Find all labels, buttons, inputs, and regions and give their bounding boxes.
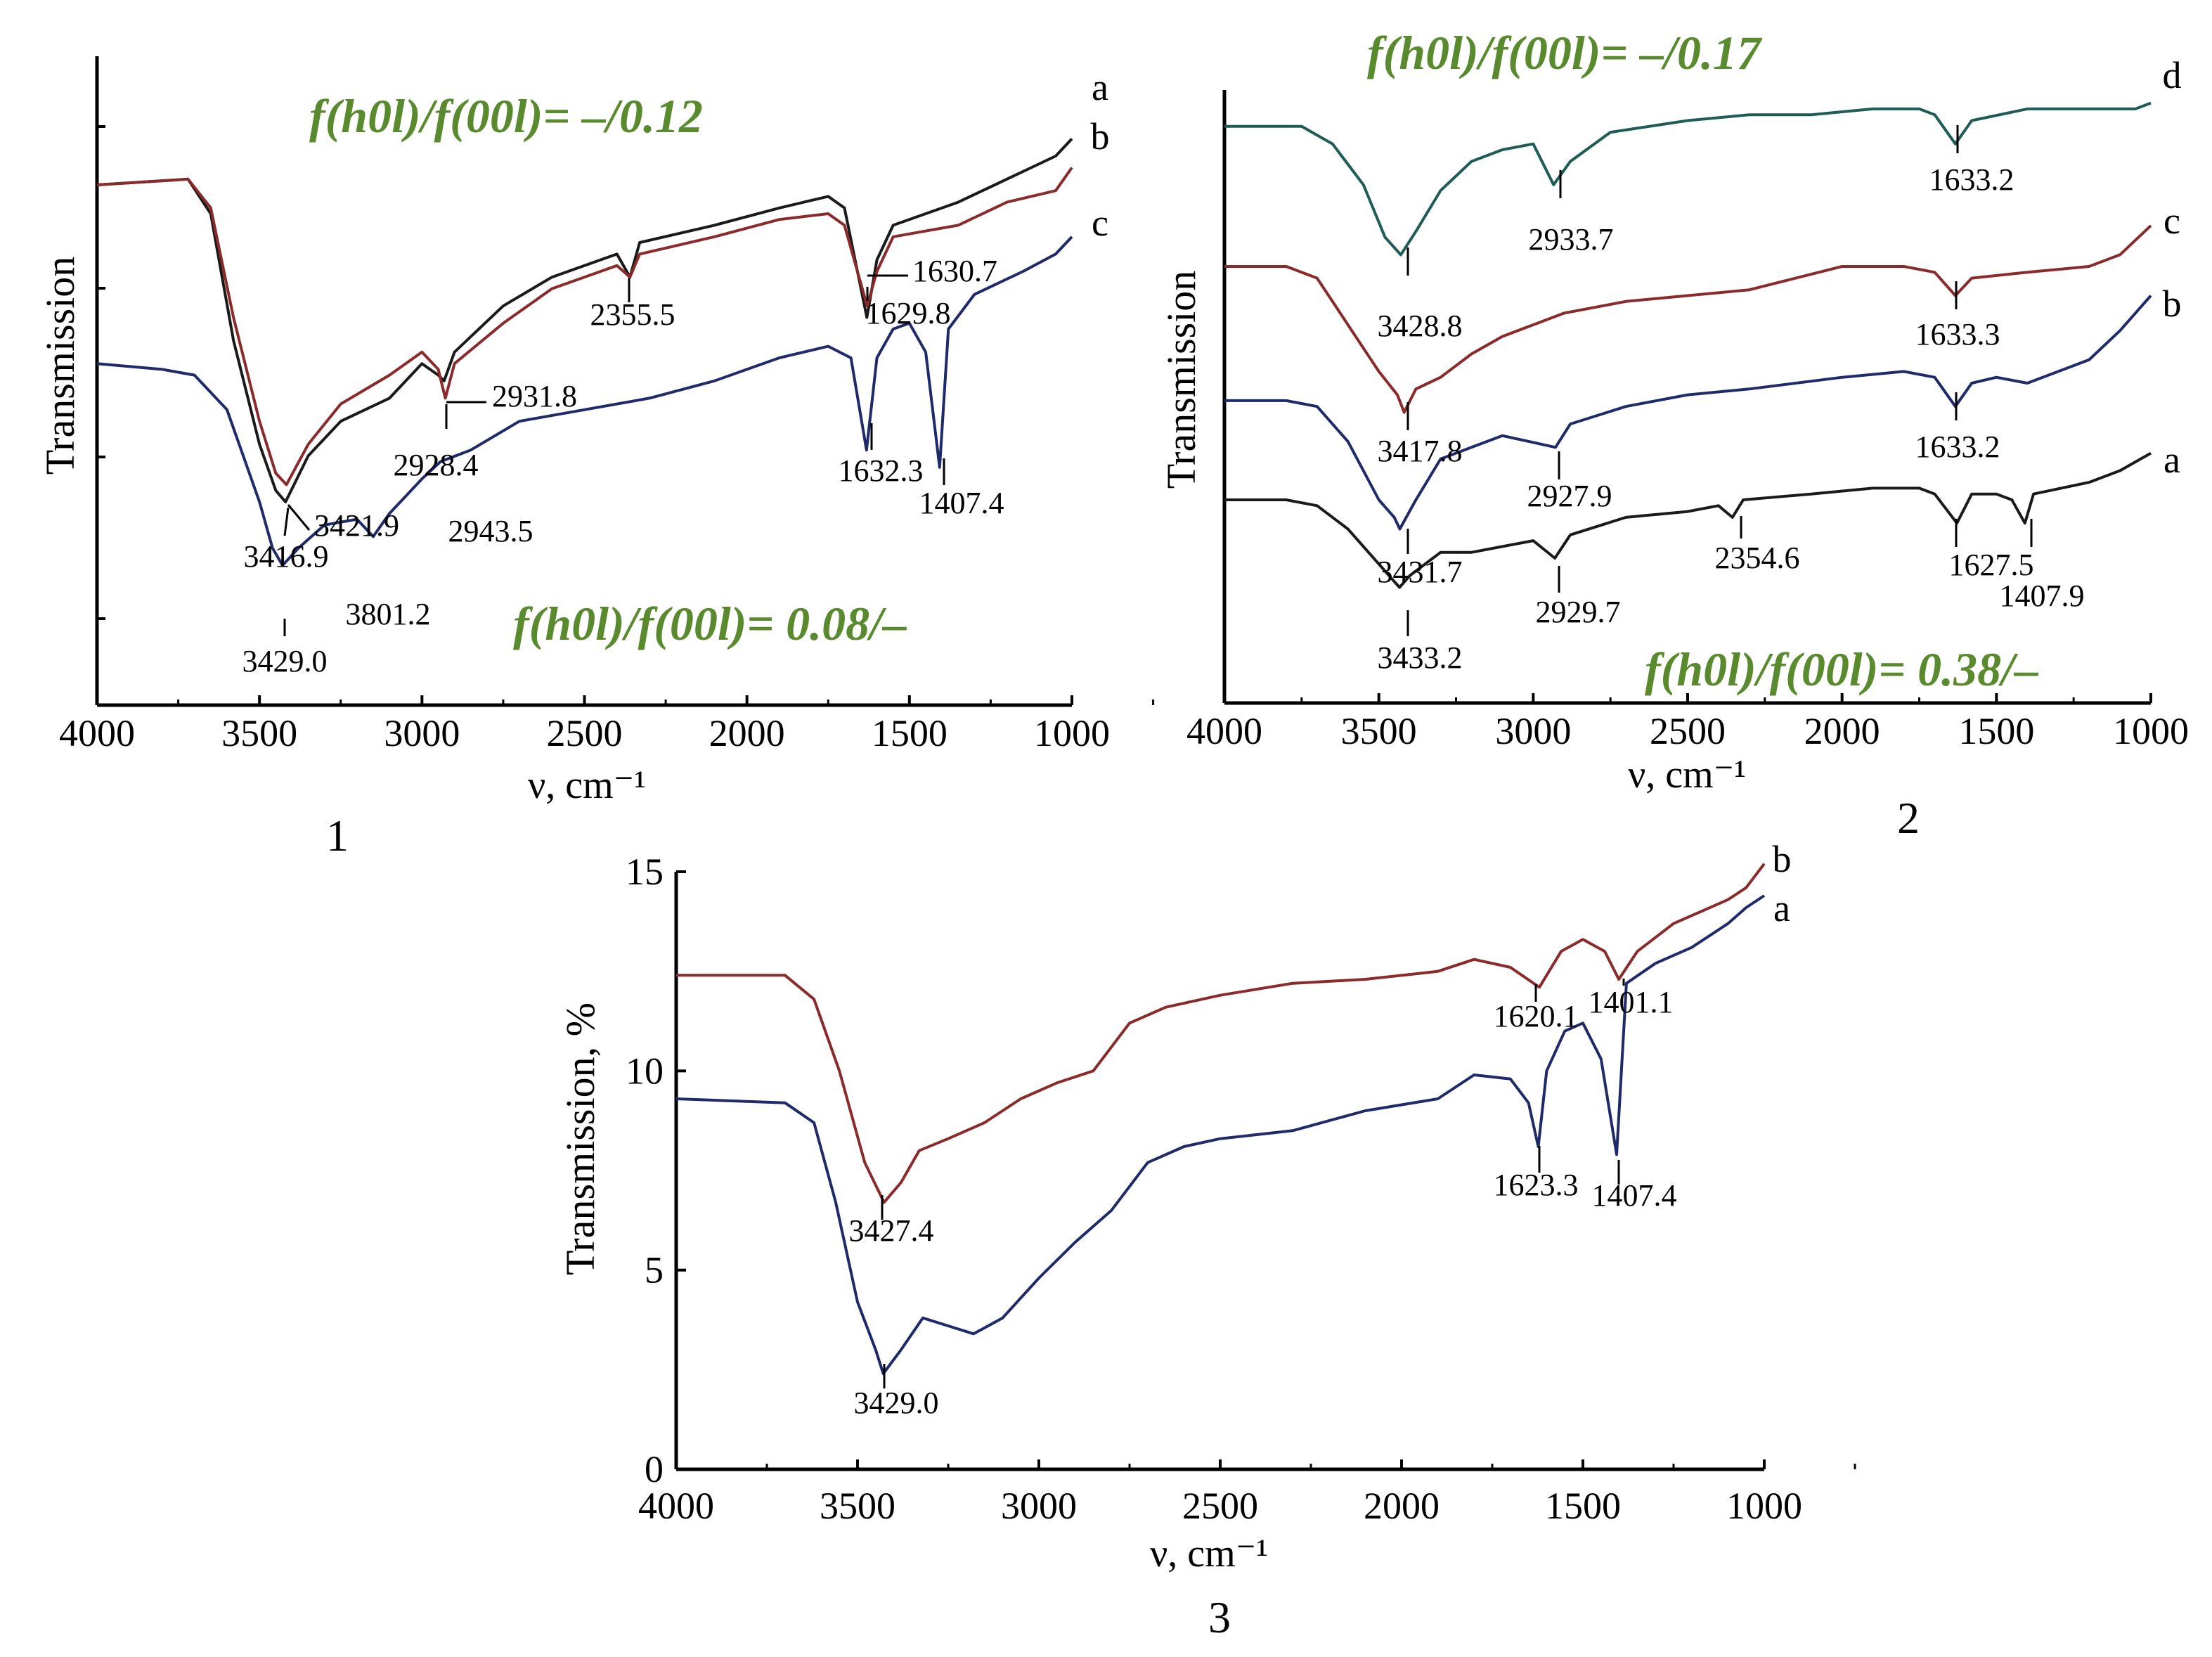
panel-2-series-d-line [1224, 101, 2152, 257]
x-tick-label: 1000 [1034, 712, 1110, 754]
peak-label: 3421.9 [314, 508, 399, 543]
panel-2-y-axis-label: Transmission [1158, 271, 1204, 489]
panel-2-series-b-line [1224, 295, 2152, 531]
panel-3-x-axis-label: ν, cm⁻¹ [1150, 1532, 1268, 1575]
peak-label: 1633.2 [1915, 430, 2000, 464]
x-tick-label: 2500 [547, 712, 623, 754]
peak-label: 3417.8 [1378, 434, 1463, 468]
panel-2-label: 2 [1897, 793, 1920, 843]
series-label-d: d [2163, 54, 2182, 96]
peak-label: 1401.1 [1589, 985, 1674, 1019]
x-tick-label: 4000 [1186, 710, 1262, 752]
x-tick-label: 1000 [1726, 1485, 1802, 1527]
x-tick-label: 2500 [1182, 1485, 1258, 1527]
peak-label: 3801.2 [346, 597, 431, 631]
peak-marker [287, 504, 311, 531]
y-tick-label: 5 [645, 1249, 664, 1291]
x-tick-label: 4000 [59, 712, 135, 754]
series-label-b: b [2163, 283, 2182, 325]
panel-1-series-a-line [96, 138, 1073, 503]
panel-1-label: 1 [326, 811, 349, 860]
panel-3-axes [674, 872, 1764, 1471]
x-tick-label: 3500 [820, 1485, 895, 1527]
peak-label: 3429.0 [242, 644, 328, 678]
series-label-c: c [2164, 200, 2180, 242]
peak-label: 2929.7 [1536, 595, 1621, 629]
panel-1-chart: 4000 3500 3000 2500 2000 1500 1000 2355.5 1630.… [37, 56, 1155, 860]
peak-label: 2933.7 [1529, 222, 1614, 257]
panel-2-series-a-line [1224, 451, 2152, 589]
x-tick-label: 1500 [1545, 1485, 1621, 1527]
panel-3-series-b-line [676, 863, 1766, 1204]
x-tick-label: 3500 [1341, 710, 1417, 752]
panel-2-annotation-top: f(h0l)/f(00l)= –/0.17 [1367, 26, 1763, 79]
x-tick-label: 1500 [1958, 710, 2034, 752]
panel-3-series-a-line [675, 894, 1766, 1375]
x-tick-label: 2000 [1364, 1485, 1440, 1527]
peak-label: 2927.9 [1527, 479, 1612, 513]
x-tick-label: 4000 [638, 1485, 714, 1527]
panel-1-annotation-bottom: f(h0l)/f(00l)= 0.08/– [513, 597, 907, 650]
x-tick-label: 1500 [872, 712, 947, 754]
x-tick-label: 3000 [1495, 710, 1571, 752]
peak-label: 1407.4 [919, 486, 1004, 520]
series-label-b: b [1091, 115, 1110, 157]
peak-label: 2355.5 [590, 297, 675, 332]
peak-label: 1633.3 [1915, 317, 2000, 352]
peak-label: 1620.1 [1494, 999, 1579, 1033]
panel-1-series-c-line [96, 236, 1073, 567]
panel-1-series-b-line [96, 167, 1073, 486]
series-label-a: a [1092, 66, 1108, 108]
series-label-c: c [1092, 202, 1108, 244]
peak-label: 3431.7 [1378, 555, 1463, 589]
panel-1-x-axis-label: ν, cm⁻¹ [528, 763, 646, 807]
peak-label: 1407.4 [1592, 1178, 1677, 1213]
peak-label: 1630.7 [912, 254, 997, 288]
series-label-a: a [1773, 887, 1790, 929]
peak-label: 1623.3 [1494, 1168, 1579, 1202]
panel-1-y-axis-label: Transmission [37, 257, 83, 475]
x-tick-label: 3000 [1001, 1485, 1077, 1527]
panel-3-label: 3 [1208, 1592, 1231, 1642]
peak-label: 2928.4 [394, 448, 479, 482]
peak-label: 2931.8 [492, 379, 577, 413]
x-tick-label: 2000 [1804, 710, 1880, 752]
peak-label: 3428.8 [1378, 309, 1463, 343]
x-tick-label: 3000 [384, 712, 460, 754]
peak-marker [283, 507, 290, 536]
peak-label: 2943.5 [448, 514, 533, 548]
x-tick-label: 3500 [221, 712, 297, 754]
peak-label: 1632.3 [839, 453, 924, 488]
peak-label: 1629.8 [866, 296, 951, 330]
panel-2-annotation-bottom: f(h0l)/f(00l)= 0.38/– [1645, 643, 2038, 696]
x-tick-label: 2000 [709, 712, 785, 754]
peak-label: 2354.6 [1715, 541, 1800, 575]
peak-label: 1633.2 [1929, 162, 2014, 197]
y-tick-label: 0 [645, 1448, 664, 1490]
peak-label: 1407.9 [2000, 579, 2085, 613]
y-tick-label: 10 [626, 1050, 664, 1092]
peak-label: 3427.4 [849, 1213, 934, 1248]
series-label-b: b [1773, 838, 1792, 880]
panel-3-chart: 0 5 10 15 4000 3500 3000 2500 2000 1500 1000 1620… [557, 838, 1856, 1642]
panel-2-x-axis-label: ν, cm⁻¹ [1628, 753, 1746, 797]
peak-label: 3433.2 [1378, 640, 1463, 675]
panel-2-chart: 4000 3500 3000 2500 2000 1500 1000 2933.7 1633.… [1158, 26, 2189, 843]
panel-3-y-axis-label: Transmission, % [557, 1002, 603, 1275]
panel-2-series-c-line [1224, 224, 2152, 414]
peak-label: 3416.9 [244, 539, 329, 574]
peak-label: 1627.5 [1949, 548, 2034, 582]
x-tick-label: 2500 [1650, 710, 1726, 752]
peak-label: 3429.0 [854, 1386, 939, 1420]
series-label-a: a [2164, 439, 2180, 481]
x-tick-label: 1000 [2113, 710, 2189, 752]
y-tick-label: 15 [626, 851, 664, 893]
panel-1-annotation-top: f(h0l)/f(00l)= –/0.12 [309, 89, 703, 143]
